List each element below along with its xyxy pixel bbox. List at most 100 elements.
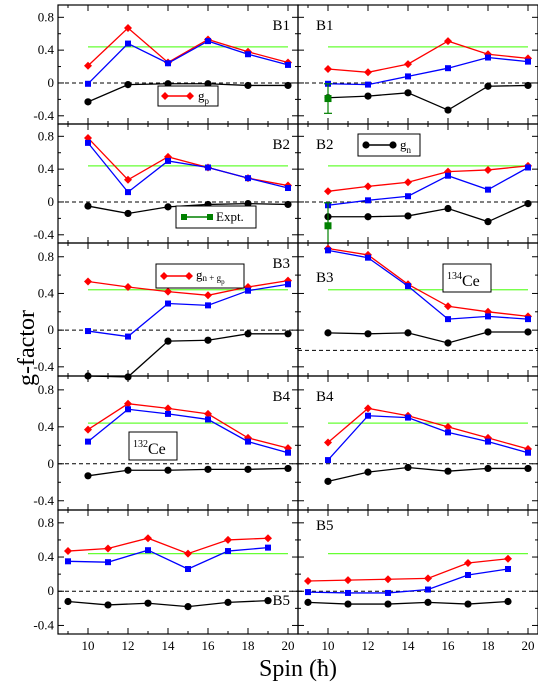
point-gnp <box>365 81 371 88</box>
point-gn <box>124 466 132 474</box>
legend-gnp-sub2: p <box>221 278 225 286</box>
point-gn <box>504 597 512 606</box>
point-gnp <box>385 589 391 596</box>
point-gn <box>524 200 532 208</box>
y-tick-label: 0 <box>48 194 55 209</box>
legend-gp-base: g <box>198 88 205 103</box>
x-tick-label: 12 <box>122 638 135 653</box>
point-gnp <box>245 287 251 294</box>
series-line-gn <box>328 203 529 223</box>
y-tick-label: 0 <box>48 583 55 598</box>
panel-label: B3 <box>272 256 290 272</box>
point-gnp <box>465 571 471 578</box>
point-gnp <box>145 547 151 554</box>
point-gnp <box>365 254 371 261</box>
x-tick-label: 14 <box>402 638 416 653</box>
panel-frame <box>57 375 299 511</box>
point-gp <box>384 575 392 584</box>
point-gnp <box>325 247 331 254</box>
x-tick-label: 10 <box>82 638 95 653</box>
series-line-gnpgp <box>307 568 509 594</box>
series-line-gp <box>87 403 289 449</box>
legend-gnp-marker-left <box>160 272 168 280</box>
point-gnp <box>65 558 71 565</box>
series-line-gn <box>327 466 528 482</box>
point-gnp <box>485 54 491 61</box>
point-gn <box>524 328 532 336</box>
y-tick-label: 0.4 <box>38 285 55 300</box>
point-gn <box>204 336 212 344</box>
y-tick-label: 0.8 <box>38 249 54 264</box>
point-gnp <box>205 38 211 45</box>
point-gp <box>344 576 352 585</box>
point-gp <box>504 554 512 563</box>
point-gnp <box>425 586 431 593</box>
point-gp <box>324 438 332 447</box>
point-gn <box>204 465 212 473</box>
point-gnp <box>285 281 291 288</box>
point-gn <box>164 203 172 211</box>
y-tick-label: 0.8 <box>38 128 54 143</box>
point-gn <box>124 209 132 218</box>
point-gnp <box>405 193 411 200</box>
point-gnp <box>325 457 331 464</box>
y-tick-label: 0.4 <box>38 549 55 564</box>
point-gnp <box>205 164 211 171</box>
point-gnp <box>485 186 491 193</box>
point-gn <box>104 601 112 609</box>
series-line-gn <box>87 333 288 378</box>
panels-group: 0.8 0.4 0 -0.4 B1 B1 0.8 0.4 0 -0.4 B2 B2 0.8 0.4 0 -0.… <box>33 4 538 653</box>
point-gp <box>204 291 212 300</box>
series-line-gn <box>327 331 528 344</box>
panel-b5-col0: 0.8 0.4 0 -0.4 10 12 14 16 18 20 B5 <box>33 509 299 653</box>
point-gn <box>404 329 412 337</box>
panel-frame <box>297 4 538 125</box>
panel-frame <box>57 242 299 377</box>
point-gn <box>284 330 292 338</box>
series-line-gnpgp <box>87 40 289 85</box>
legend-gnp: gn + gp <box>155 263 245 289</box>
series-line-gp <box>327 247 529 318</box>
point-gn <box>364 330 372 338</box>
point-gnp <box>105 559 111 566</box>
series-line-gn <box>87 83 288 103</box>
nucleus-134ce-box <box>442 263 492 293</box>
point-gp <box>324 65 332 74</box>
point-gp <box>464 559 472 568</box>
point-gp <box>324 187 332 196</box>
legend-expt-marker-right <box>207 214 213 220</box>
point-gp <box>304 576 312 585</box>
point-gp <box>404 60 412 69</box>
point-gp <box>444 37 452 46</box>
nucleus-134ce-base: Ce <box>462 273 480 290</box>
point-gn <box>444 106 452 114</box>
point-gn <box>324 329 332 337</box>
series-line-gp <box>327 165 529 192</box>
legend-gnp-label: gn + gp <box>196 267 225 286</box>
point-gn <box>404 89 412 97</box>
expt-point <box>324 222 332 230</box>
y-tick-label: 0.8 <box>38 515 54 530</box>
y-tick-label: 0.4 <box>38 42 55 57</box>
y-tick-label: 0.4 <box>38 419 55 434</box>
point-gn <box>364 92 372 100</box>
point-gnp <box>245 438 251 445</box>
series-line-gnpgp <box>327 249 529 320</box>
point-gn <box>404 212 412 220</box>
legend-gn-base: g <box>400 137 407 152</box>
point-gn <box>244 81 252 90</box>
x-tick-label: 18 <box>482 638 495 653</box>
panel-label: B5 <box>316 518 334 534</box>
y-tick-label: -0.4 <box>33 359 54 374</box>
point-gnp <box>85 80 91 87</box>
y-tick-label: 0.4 <box>38 161 55 176</box>
point-gnp <box>525 316 531 323</box>
point-gnp <box>165 300 171 307</box>
point-gn <box>284 200 292 209</box>
y-tick-label: 0.8 <box>38 382 54 397</box>
x-tick-label: 16 <box>442 638 456 653</box>
point-gnp <box>205 302 211 309</box>
point-gnp <box>445 172 451 179</box>
point-gnp <box>445 429 451 436</box>
nucleus-132ce-base: Ce <box>148 441 166 458</box>
